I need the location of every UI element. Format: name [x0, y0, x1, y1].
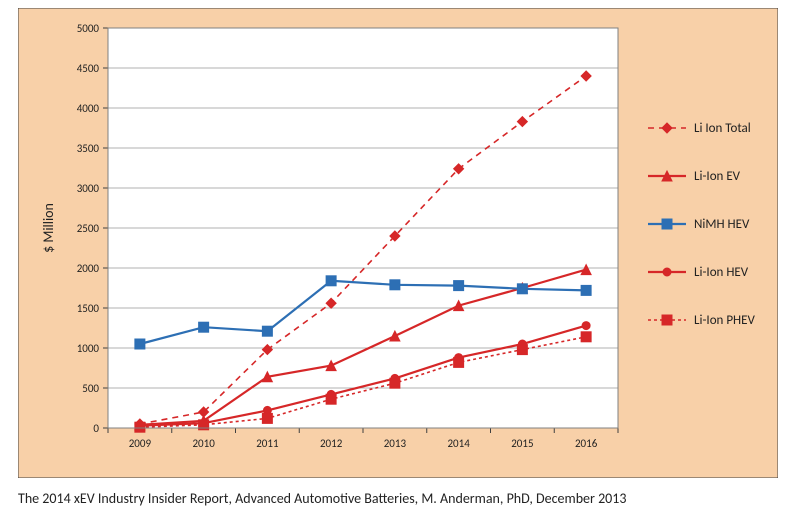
svg-text:0: 0: [93, 422, 99, 435]
svg-text:500: 500: [82, 382, 99, 395]
svg-text:2015: 2015: [511, 437, 533, 450]
svg-text:2012: 2012: [320, 437, 343, 450]
svg-text:$ Million: $ Million: [40, 203, 57, 253]
svg-text:2500: 2500: [77, 222, 100, 235]
svg-text:2013: 2013: [384, 437, 407, 450]
svg-text:2009: 2009: [129, 437, 152, 450]
svg-text:4000: 4000: [77, 102, 100, 115]
svg-text:2016: 2016: [575, 437, 598, 450]
svg-text:4500: 4500: [77, 62, 100, 75]
svg-text:1000: 1000: [77, 342, 100, 355]
figure-caption: The 2014 xEV Industry Insider Report, Ad…: [18, 490, 626, 507]
svg-text:Li-Ion EV: Li-Ion EV: [694, 169, 741, 184]
svg-text:3500: 3500: [77, 142, 100, 155]
chart-svg: 0 500 1000 1500 2000 2500 3000 3500 4000 4500 5000…: [18, 8, 778, 478]
svg-text:3000: 3000: [77, 182, 100, 195]
svg-text:5000: 5000: [77, 22, 100, 35]
svg-text:Li-Ion PHEV: Li-Ion PHEV: [694, 313, 755, 328]
svg-text:2011: 2011: [256, 437, 279, 450]
svg-text:2014: 2014: [447, 437, 470, 450]
svg-text:2010: 2010: [192, 437, 215, 450]
svg-text:2000: 2000: [77, 262, 100, 275]
svg-text:1500: 1500: [77, 302, 100, 315]
svg-text:NiMH HEV: NiMH HEV: [694, 217, 750, 232]
chart-panel: 0 500 1000 1500 2000 2500 3000 3500 4000 4500 5000…: [18, 8, 778, 478]
svg-text:Li-Ion HEV: Li-Ion HEV: [694, 265, 749, 280]
svg-text:Li Ion Total: Li Ion Total: [694, 121, 751, 136]
